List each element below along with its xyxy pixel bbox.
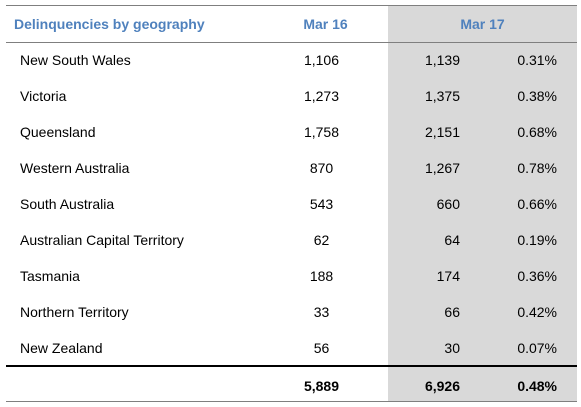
total-row: 5,889 6,926 0.48% <box>6 366 577 404</box>
percent-mar17: 0.31% <box>517 52 558 68</box>
region-name: Queensland <box>20 124 96 140</box>
value-mar17: 2,151 <box>424 124 460 140</box>
value-mar17: 30 <box>444 340 460 356</box>
value-mar17: 1,139 <box>424 52 460 68</box>
value-mar17: 1,375 <box>424 88 460 104</box>
percent-mar17: 0.07% <box>517 340 558 356</box>
mar17-column-shading <box>388 5 577 402</box>
value-mar16: 543 <box>309 196 334 212</box>
table-row: Victoria 1,273 1,375 0.38% <box>6 78 577 114</box>
top-rule <box>6 5 577 6</box>
table-row: Queensland 1,758 2,151 0.68% <box>6 114 577 150</box>
table-row: Tasmania 188 174 0.36% <box>6 258 577 294</box>
region-name: Tasmania <box>20 268 80 284</box>
value-mar17: 1,267 <box>424 160 460 176</box>
header-row: Delinquencies by geography Mar 16 Mar 17 <box>6 6 577 42</box>
table-row: New South Wales 1,106 1,139 0.31% <box>6 42 577 78</box>
percent-mar17: 0.38% <box>517 88 558 104</box>
table-row: Australian Capital Territory 62 64 0.19% <box>6 222 577 258</box>
total-label-cell <box>6 366 251 404</box>
value-mar17: 66 <box>444 304 460 320</box>
total-mar17: 6,926 <box>424 378 460 394</box>
column-header-mar16: Mar 16 <box>303 16 348 32</box>
data-grid: Delinquencies by geography Mar 16 Mar 17… <box>6 6 577 404</box>
value-mar16: 188 <box>309 268 334 284</box>
value-mar16: 56 <box>313 340 330 356</box>
table-row: South Australia 543 660 0.66% <box>6 186 577 222</box>
percent-mar17: 0.66% <box>517 196 558 212</box>
value-mar16: 870 <box>309 160 334 176</box>
value-mar16: 33 <box>313 304 330 320</box>
percent-mar17: 0.68% <box>517 124 558 140</box>
region-name: Australian Capital Territory <box>20 232 184 248</box>
percent-mar17: 0.36% <box>517 268 558 284</box>
total-percent-mar17: 0.48% <box>517 378 558 394</box>
percent-mar17: 0.19% <box>517 232 558 248</box>
table-row: Western Australia 870 1,267 0.78% <box>6 150 577 186</box>
region-name: New South Wales <box>20 52 131 68</box>
percent-mar17: 0.78% <box>517 160 558 176</box>
table-row: New Zealand 56 30 0.07% <box>6 330 577 366</box>
bottom-rule <box>6 401 577 402</box>
value-mar16: 1,106 <box>303 52 340 68</box>
table-row: Northern Territory 33 66 0.42% <box>6 294 577 330</box>
region-name: Northern Territory <box>20 304 129 320</box>
region-name: South Australia <box>20 196 115 212</box>
region-name: New Zealand <box>20 340 103 356</box>
header-rule <box>6 42 577 43</box>
value-mar16: 1,758 <box>303 124 340 140</box>
value-mar16: 1,273 <box>303 88 340 104</box>
value-mar17: 660 <box>436 196 460 212</box>
total-mar16: 5,889 <box>303 378 340 394</box>
value-mar16: 62 <box>313 232 330 248</box>
region-name: Victoria <box>20 88 67 104</box>
region-name: Western Australia <box>20 160 130 176</box>
total-rule <box>6 365 577 367</box>
table-title: Delinquencies by geography <box>14 16 205 32</box>
percent-mar17: 0.42% <box>517 304 558 320</box>
value-mar17: 174 <box>436 268 460 284</box>
column-header-mar17: Mar 17 <box>460 16 505 32</box>
value-mar17: 64 <box>444 232 460 248</box>
